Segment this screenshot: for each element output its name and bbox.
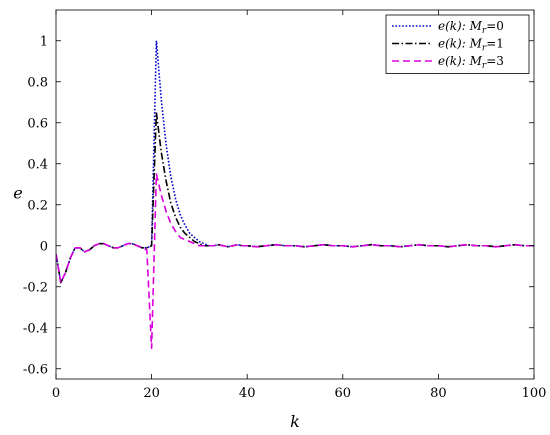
x-tick-label: 40 (239, 386, 256, 401)
y-tick-label: 0.4 (27, 157, 48, 172)
series-line-2 (56, 173, 534, 350)
legend-label-2: e(k): Mr=3 (438, 54, 504, 71)
y-axis-label: e (13, 184, 22, 203)
y-tick-label: 0.8 (27, 75, 48, 90)
y-tick-label: 0.6 (27, 116, 48, 131)
x-tick-label: 80 (430, 386, 447, 401)
x-tick-label: 100 (522, 386, 547, 401)
x-tick-label: 20 (143, 386, 160, 401)
y-tick-label: 0.2 (27, 198, 48, 213)
y-tick-label: 1 (40, 34, 48, 49)
legend-label-0: e(k): Mr=0 (438, 19, 504, 36)
y-tick-label: -0.4 (23, 321, 48, 336)
x-tick-label: 0 (52, 386, 60, 401)
x-tick-label: 60 (335, 386, 352, 401)
x-axis-label: k (290, 412, 300, 431)
legend-label-1: e(k): Mr=1 (438, 37, 504, 54)
y-tick-label: 0 (40, 239, 48, 254)
y-tick-label: -0.2 (23, 280, 48, 295)
series-line-1 (56, 111, 534, 284)
plot-frame (55, 9, 535, 380)
series-group (56, 39, 534, 350)
legend: e(k): Mr=0e(k): Mr=1e(k): Mr=3 (385, 14, 530, 74)
y-tick-label: -0.6 (23, 362, 48, 377)
